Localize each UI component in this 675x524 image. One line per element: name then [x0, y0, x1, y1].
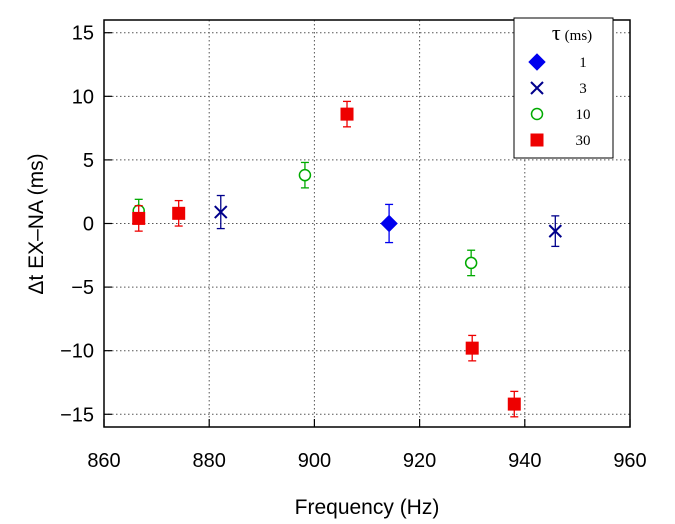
data-point — [464, 249, 478, 277]
x-marker-stroke — [214, 205, 228, 219]
legend-box — [513, 17, 614, 159]
y-tick-label: −15 — [60, 404, 94, 426]
x-marker-stroke — [548, 224, 563, 238]
x-tick-label: 920 — [403, 450, 436, 472]
marker — [214, 205, 228, 219]
data-point — [507, 390, 521, 418]
data-point — [548, 215, 563, 248]
x-marker-stroke — [530, 81, 544, 95]
x-tick-label: 940 — [508, 450, 541, 472]
marker — [298, 168, 312, 182]
marker — [132, 211, 146, 225]
series-1 — [380, 203, 398, 244]
legend-label: 30 — [576, 133, 591, 149]
data-point — [132, 205, 146, 232]
legend-item-30: 30 — [530, 133, 591, 149]
y-tick-label: 5 — [83, 150, 94, 172]
marker — [380, 214, 398, 233]
legend: τ (ms) 1 3 10 30 — [513, 17, 614, 159]
legend-label: 3 — [579, 81, 587, 97]
series-30 — [132, 100, 521, 418]
legend-item-1: 1 — [528, 53, 587, 71]
legend-marker — [530, 81, 544, 95]
data-points — [132, 100, 563, 418]
x-tick-label: 960 — [613, 450, 646, 472]
legend-label: 1 — [579, 55, 587, 71]
marker — [507, 397, 521, 411]
x-tick-label: 880 — [193, 450, 226, 472]
legend-item-3: 3 — [530, 81, 587, 97]
data-point — [172, 199, 186, 227]
marker — [172, 206, 186, 220]
y-tick-label: 10 — [72, 86, 94, 108]
data-point — [214, 194, 228, 230]
legend-items: 1 3 10 30 — [528, 53, 591, 149]
x-tick-label: 860 — [87, 450, 120, 472]
legend-marker — [528, 53, 546, 71]
marker — [548, 224, 563, 238]
legend-title: τ (ms) — [552, 20, 592, 45]
y-tick-label: −10 — [60, 341, 94, 363]
data-point — [298, 161, 312, 189]
data-point — [465, 334, 479, 362]
x-tick-label: 900 — [298, 450, 331, 472]
axis-ticks: 860 880 900 920 940 960 −15 −10 −5 0 5 10 15 — [60, 23, 647, 472]
y-tick-label: 15 — [72, 23, 94, 45]
legend-marker — [530, 133, 544, 147]
legend-item-10: 10 — [530, 107, 591, 123]
legend-title-unit: (ms) — [565, 28, 593, 44]
y-axis-title: Δt EX–NA (ms) — [25, 153, 48, 294]
data-point — [340, 100, 354, 128]
x-axis-title: Frequency (Hz) — [295, 496, 440, 519]
y-tick-label: −5 — [71, 277, 94, 299]
legend-label: 10 — [576, 107, 591, 123]
legend-title-symbol: τ — [552, 20, 561, 45]
marker — [464, 256, 478, 270]
series-3 — [214, 194, 563, 248]
data-point — [380, 203, 398, 244]
legend-marker — [530, 107, 544, 121]
y-tick-label: 0 — [83, 214, 94, 236]
marker — [340, 107, 354, 121]
marker — [465, 341, 479, 355]
